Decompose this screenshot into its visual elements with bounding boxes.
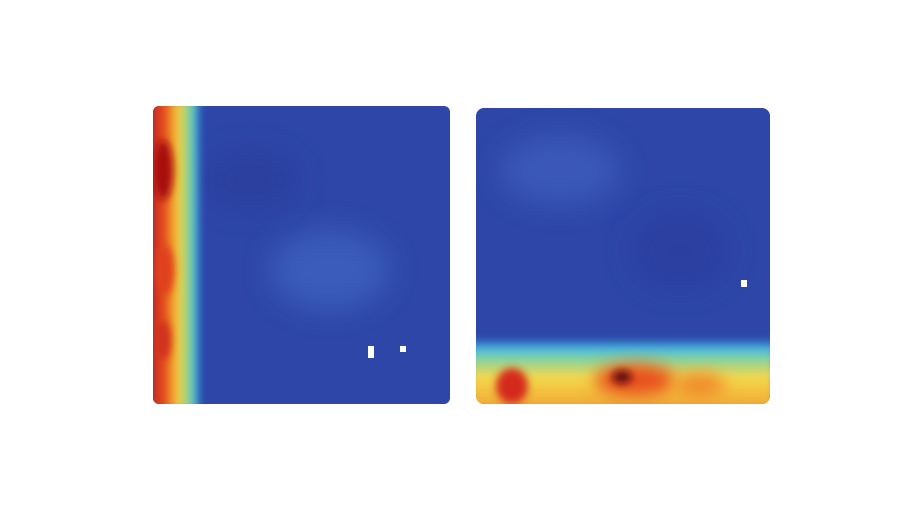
map-texture <box>630 210 730 290</box>
rate-map-right <box>476 108 770 404</box>
field-peak <box>496 368 528 404</box>
map-texture <box>500 135 620 205</box>
field-peak <box>595 364 675 396</box>
rate-map-left <box>153 106 450 404</box>
field-peak <box>612 370 632 384</box>
unvisited-pixel <box>741 280 747 287</box>
field-peak <box>675 373 725 397</box>
unvisited-pixel <box>368 346 374 358</box>
map-texture <box>270 230 390 310</box>
map-texture <box>200 150 300 210</box>
field-peak <box>156 245 174 295</box>
unvisited-pixel <box>400 346 406 352</box>
field-peak <box>155 320 171 360</box>
field-peak <box>153 140 173 200</box>
